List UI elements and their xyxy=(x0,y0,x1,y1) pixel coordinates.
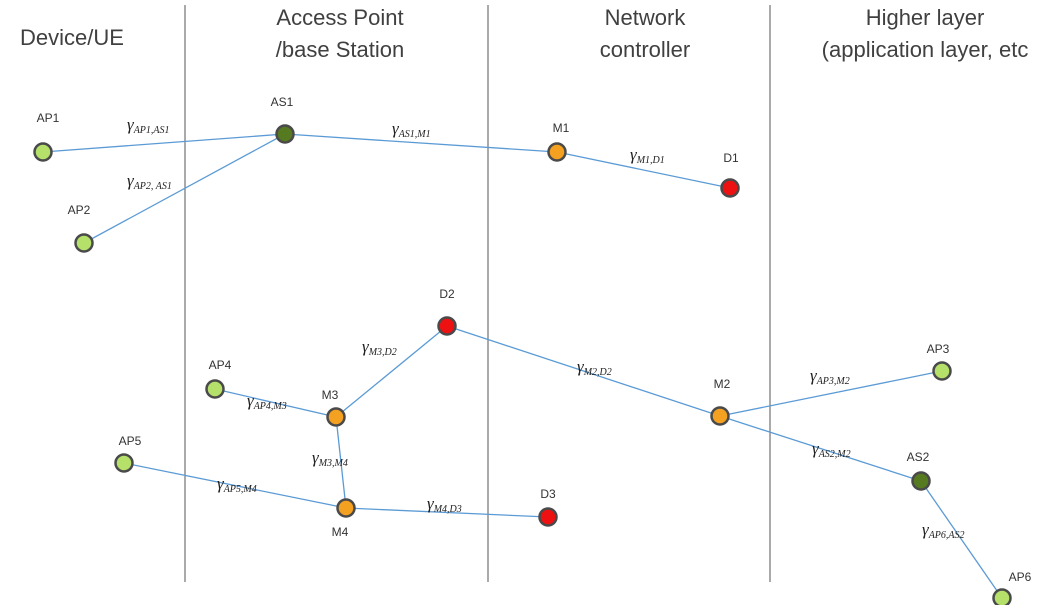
edge-label: γM3,M4 xyxy=(312,448,348,469)
edge-symbol: γ xyxy=(312,448,320,467)
node xyxy=(911,471,931,491)
edge-subscript: AP4,M3 xyxy=(253,401,287,412)
edge-label: γAP1,AS1 xyxy=(127,115,170,136)
node-label: M3 xyxy=(322,388,339,402)
edge-symbol: γ xyxy=(247,391,255,410)
node xyxy=(275,124,295,144)
column-header: controller xyxy=(600,37,690,62)
edge-label: γAP2, AS1 xyxy=(127,171,172,192)
node xyxy=(114,453,134,473)
edge xyxy=(284,133,558,153)
node-label: D1 xyxy=(723,151,739,165)
node xyxy=(33,142,53,162)
node-label: AS1 xyxy=(271,95,294,109)
edge-symbol: γ xyxy=(427,494,435,513)
edge-subscript: M3,M4 xyxy=(318,458,348,469)
node xyxy=(336,498,356,518)
nodes: AP1 AP2 AS1 M1 D1 D2 AP4 M3 AP5 M4 D3 M2 AP3 AS2 AP6 xyxy=(33,95,1032,605)
edge-symbol: γ xyxy=(810,366,818,385)
edge-subscript: AS1,M1 xyxy=(398,129,431,140)
edge xyxy=(719,370,943,417)
edge-label: γAP4,M3 xyxy=(247,391,287,412)
edge-symbol: γ xyxy=(577,357,585,376)
node-label: AP3 xyxy=(927,342,950,356)
edge-subscript: AP6,AS2 xyxy=(928,530,965,541)
column-header: /base Station xyxy=(276,37,404,62)
edge-label: γAP6,AS2 xyxy=(922,520,965,541)
edge-subscript: AP5,M4 xyxy=(223,484,257,495)
edge-symbol: γ xyxy=(630,145,638,164)
edge-label: γAP3,M2 xyxy=(810,366,850,387)
node xyxy=(932,361,952,381)
edge-subscript: AP1,AS1 xyxy=(133,125,170,136)
edge xyxy=(335,325,448,418)
column-header: Higher layer xyxy=(866,5,985,30)
node-label: AP4 xyxy=(209,358,232,372)
edge xyxy=(920,480,1003,599)
edge-subscript: M2,D2 xyxy=(583,367,612,378)
node xyxy=(205,379,225,399)
node xyxy=(720,178,740,198)
edge-subscript: M1,D1 xyxy=(636,155,665,166)
edge xyxy=(42,133,286,153)
edge xyxy=(123,462,347,509)
node xyxy=(547,142,567,162)
edge xyxy=(214,388,337,418)
edge-symbol: γ xyxy=(362,337,370,356)
edge-subscript: M4,D3 xyxy=(433,504,462,515)
node-label: AP2 xyxy=(68,203,91,217)
edge xyxy=(335,416,347,509)
edge-label: γM1,D1 xyxy=(630,145,665,166)
edge xyxy=(345,507,549,518)
node xyxy=(437,316,457,336)
column-header: Network xyxy=(605,5,687,30)
headers: Device/UE Access Point/base Station Networ… xyxy=(20,5,1028,62)
edge xyxy=(83,133,286,244)
edge-label: γAP5,M4 xyxy=(217,474,257,495)
column-header: Device/UE xyxy=(20,25,124,50)
edge-symbol: γ xyxy=(922,520,930,539)
edge-label: γAS2,M2 xyxy=(812,439,851,460)
edge-label: γAS1,M1 xyxy=(392,119,431,140)
edge-symbol: γ xyxy=(127,115,135,134)
node xyxy=(992,588,1012,605)
column-header: (application layer, etc xyxy=(822,37,1029,62)
edge-symbol: γ xyxy=(392,119,400,138)
edge-symbol: γ xyxy=(127,171,135,190)
edge xyxy=(556,151,731,189)
node-label: AP6 xyxy=(1009,570,1032,584)
node-label: D2 xyxy=(439,287,455,301)
edge-subscript: AS2,M2 xyxy=(818,449,851,460)
edge-label: γM2,D2 xyxy=(577,357,612,378)
edge-subscript: M3,D2 xyxy=(368,347,397,358)
node xyxy=(74,233,94,253)
node-label: M1 xyxy=(553,121,570,135)
edge xyxy=(719,415,922,482)
edge-symbol: γ xyxy=(812,439,820,458)
node xyxy=(710,406,730,426)
node xyxy=(538,507,558,527)
edge-symbol: γ xyxy=(217,474,225,493)
node-label: M4 xyxy=(332,525,349,539)
node xyxy=(326,407,346,427)
node-label: D3 xyxy=(540,487,556,501)
edge-label: γM4,D3 xyxy=(427,494,462,515)
edge xyxy=(446,325,721,417)
node-label: AP1 xyxy=(37,111,60,125)
node-label: M2 xyxy=(714,377,731,391)
node-label: AP5 xyxy=(119,434,142,448)
edge-label: γM3,D2 xyxy=(362,337,397,358)
edge-subscript: AP3,M2 xyxy=(816,376,850,387)
edge-subscript: AP2, AS1 xyxy=(133,181,172,192)
column-header: Access Point xyxy=(276,5,403,30)
node-label: AS2 xyxy=(907,450,930,464)
